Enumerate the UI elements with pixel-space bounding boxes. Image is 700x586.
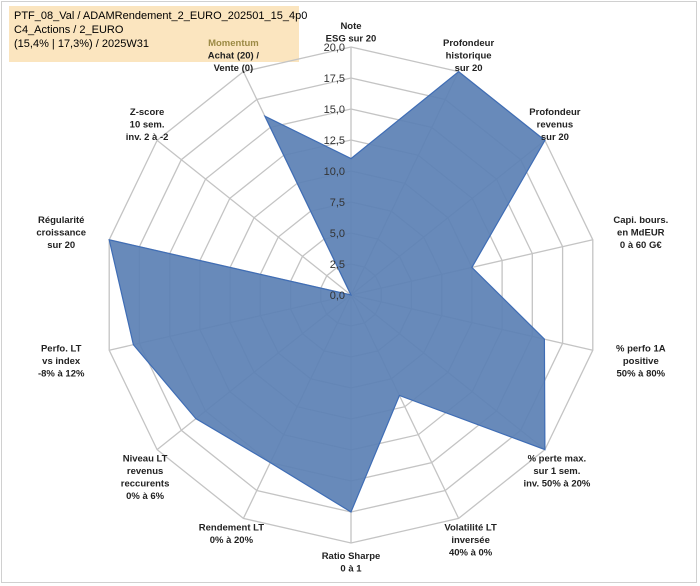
axis-label: Profondeur revenus sur 20 bbox=[529, 107, 580, 143]
axis-label-line: Capi. bours. bbox=[613, 215, 668, 226]
axis-label-line: positive bbox=[623, 356, 659, 367]
axis-label-line: vs index bbox=[42, 356, 81, 367]
axis-label-line: % perfo 1A bbox=[616, 343, 666, 354]
axis-label-line: Note bbox=[340, 21, 361, 32]
axis-label-line: -8% à 12% bbox=[38, 368, 85, 379]
axis-label-line: inversée bbox=[451, 535, 490, 546]
axis-label-line: Régularité bbox=[38, 215, 84, 226]
tick-label: 0,0 bbox=[330, 290, 345, 302]
axis-label-line: Perfo. LT bbox=[41, 343, 82, 354]
tick-label: 20,0 bbox=[324, 42, 345, 54]
axis-label-line: 0% à 6% bbox=[126, 491, 165, 502]
axis-label-line: 0% à 20% bbox=[210, 535, 254, 546]
axis-label-line: sur 20 bbox=[455, 63, 483, 74]
radar-tick-labels: 0,0 2,5 5,0 7,5 10,0 12,5 15,0 17,5 20,0 bbox=[324, 42, 345, 302]
axis-label-line: Profondeur bbox=[443, 38, 494, 49]
portfolio-title-line1: PTF_08_Val / ADAMRendement_2_EURO_202501… bbox=[14, 10, 308, 22]
tick-label: 17,5 bbox=[324, 73, 345, 85]
grid-spoke bbox=[156, 139, 352, 296]
axis-label-line: Profondeur bbox=[529, 107, 580, 118]
axis-label: Volatilité LT inversée 40% à 0% bbox=[444, 522, 497, 558]
axis-label: Momentum Achat (20) / Vente (0) bbox=[208, 38, 260, 74]
axis-label: Note ESG sur 20 bbox=[326, 21, 377, 45]
tick-label: 15,0 bbox=[324, 104, 345, 116]
axis-label: Capi. bours. en MdEUR 0 à 60 G€ bbox=[613, 215, 668, 251]
axis-label-line: Z-score bbox=[130, 107, 164, 118]
axis-label-line: en MdEUR bbox=[617, 228, 665, 239]
axis-label-line: historique bbox=[446, 51, 492, 62]
axis-label-line: 50% à 80% bbox=[617, 368, 666, 379]
axis-label-line: Achat (20) / bbox=[208, 51, 260, 62]
axis-label-line: sur 1 sem. bbox=[533, 466, 580, 477]
axis-label-line: croissance bbox=[36, 228, 86, 239]
axis-label-line: Volatilité LT bbox=[444, 522, 497, 533]
axis-label-line: 0 à 60 G€ bbox=[620, 240, 662, 251]
radar-axis-labels: Note ESG sur 20 Profondeur historique sur 20… bbox=[36, 21, 668, 575]
axis-label-line: inv. 2 à -2 bbox=[126, 132, 169, 143]
axis-label-line: Vente (0) bbox=[214, 63, 254, 74]
axis-label-line: 10 sem. bbox=[130, 119, 165, 130]
axis-label: Perfo. LT vs index -8% à 12% bbox=[38, 343, 85, 379]
axis-label-line: % perte max. bbox=[528, 454, 587, 465]
axis-label-line: reccurents bbox=[121, 479, 170, 490]
axis-label-line: Momentum bbox=[208, 38, 259, 49]
axis-label-line: Ratio Sharpe bbox=[322, 551, 381, 562]
tick-label: 7,5 bbox=[330, 197, 345, 209]
axis-label-line: 40% à 0% bbox=[449, 547, 493, 558]
axis-label-line: sur 20 bbox=[47, 240, 75, 251]
axis-label: Rendement LT 0% à 20% bbox=[199, 522, 264, 546]
portfolio-title-box: PTF_08_Val / ADAMRendement_2_EURO_202501… bbox=[9, 6, 308, 62]
axis-label: Profondeur historique sur 20 bbox=[443, 38, 494, 74]
tick-label: 10,0 bbox=[324, 166, 345, 178]
axis-label: Régularité croissance sur 20 bbox=[36, 215, 86, 251]
axis-label-line: ESG sur 20 bbox=[326, 34, 377, 45]
tick-label: 5,0 bbox=[330, 228, 345, 240]
axis-label: Z-score 10 sem. inv. 2 à -2 bbox=[126, 107, 169, 143]
axis-label-line: Rendement LT bbox=[199, 522, 264, 533]
axis-label: % perte max. sur 1 sem. inv. 50% à 20% bbox=[523, 454, 590, 490]
axis-label-line: Niveau LT bbox=[123, 454, 168, 465]
portfolio-title-line2: C4_Actions / 2_EURO bbox=[14, 24, 124, 36]
tick-label: 2,5 bbox=[330, 259, 345, 271]
axis-label-line: inv. 50% à 20% bbox=[523, 479, 590, 490]
axis-label-line: revenus bbox=[537, 119, 573, 130]
axis-label-line: revenus bbox=[127, 466, 163, 477]
axis-label-line: sur 20 bbox=[541, 132, 569, 143]
tick-label: 12,5 bbox=[324, 135, 345, 147]
portfolio-title-line3: (15,4% | 17,3%) / 2025W31 bbox=[14, 38, 149, 50]
axis-label: Niveau LT revenus reccurents 0% à 6% bbox=[121, 454, 170, 503]
axis-label: Ratio Sharpe 0 à 1 bbox=[322, 551, 381, 575]
axis-label-line: 0 à 1 bbox=[340, 564, 362, 575]
axis-label: % perfo 1A positive 50% à 80% bbox=[616, 343, 666, 379]
radar-series bbox=[108, 70, 546, 513]
